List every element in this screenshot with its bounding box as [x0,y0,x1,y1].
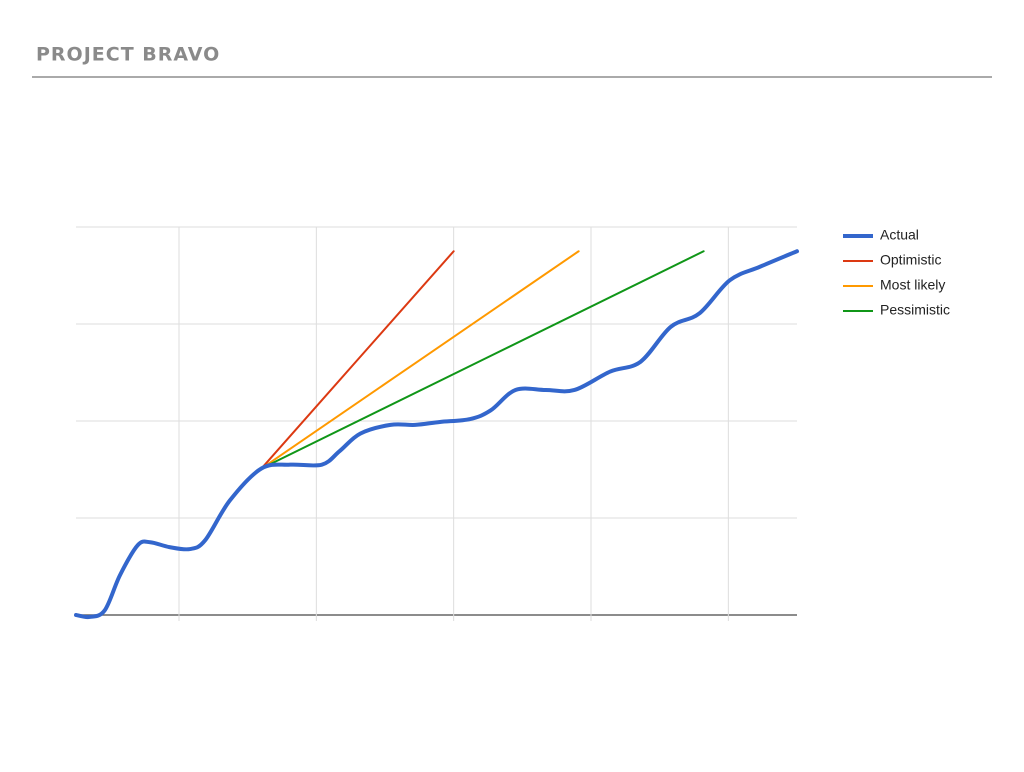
slide-title: PROJECT BRAVO [36,44,220,66]
legend-label: Pessimistic [880,302,950,318]
series-line [74,249,799,620]
series-line [260,250,705,470]
legend-label: Actual [880,227,919,243]
legend-label: Most likely [880,277,945,293]
legend-label: Optimistic [880,252,941,268]
series-line [260,250,455,470]
series-line [260,250,580,470]
